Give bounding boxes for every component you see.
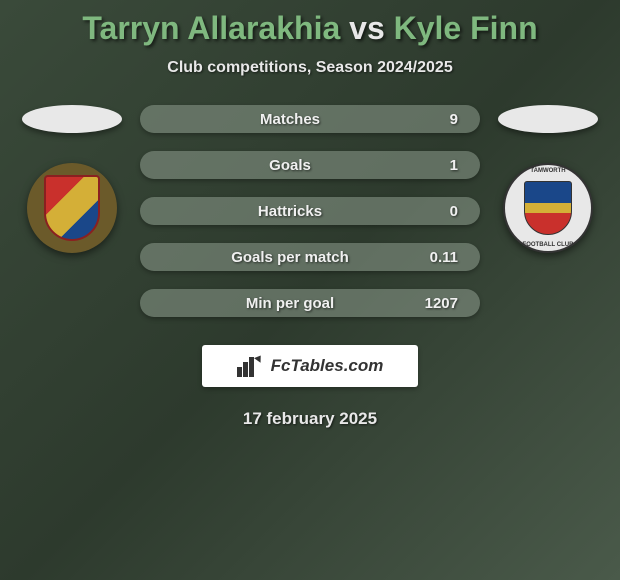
- club-badge-left: [27, 163, 117, 253]
- vs-text: vs: [349, 10, 385, 46]
- stat-value: 1: [418, 157, 458, 174]
- stat-value: 1207: [418, 295, 458, 312]
- stat-value: 0: [418, 203, 458, 220]
- player2-avatar: [498, 105, 598, 133]
- left-column: [22, 105, 122, 253]
- stat-row-goals: Goals 1: [140, 151, 480, 179]
- stat-row-hattricks: Hattricks 0: [140, 197, 480, 225]
- main-container: Tarryn Allarakhia vs Kyle Finn Club comp…: [0, 0, 620, 429]
- player1-name: Tarryn Allarakhia: [82, 10, 340, 46]
- subtitle: Club competitions, Season 2024/2025: [0, 59, 620, 77]
- club-name-top: TAMWORTH: [505, 168, 591, 174]
- stats-column: Matches 9 Goals 1 Hattricks 0 Goals per …: [140, 105, 480, 317]
- player2-name: Kyle Finn: [394, 10, 538, 46]
- right-column: TAMWORTH FOOTBALL CLUB: [498, 105, 598, 253]
- club-name-bottom: FOOTBALL CLUB: [505, 242, 591, 248]
- shield-icon: [524, 181, 572, 235]
- stat-label: Goals: [162, 157, 418, 174]
- shield-icon: [44, 175, 100, 241]
- page-title: Tarryn Allarakhia vs Kyle Finn: [0, 10, 620, 47]
- club-badge-right: TAMWORTH FOOTBALL CLUB: [503, 163, 593, 253]
- stat-label: Goals per match: [162, 249, 418, 266]
- stat-label: Min per goal: [162, 295, 418, 312]
- stat-row-min-per-goal: Min per goal 1207: [140, 289, 480, 317]
- logo-text: FcTables.com: [271, 356, 384, 376]
- stat-label: Hattricks: [162, 203, 418, 220]
- arrow-icon: [254, 353, 264, 363]
- player1-avatar: [22, 105, 122, 133]
- stats-area: Matches 9 Goals 1 Hattricks 0 Goals per …: [0, 105, 620, 317]
- stat-row-matches: Matches 9: [140, 105, 480, 133]
- date-text: 17 february 2025: [0, 409, 620, 429]
- fctables-logo[interactable]: FcTables.com: [202, 345, 418, 387]
- stat-value: 0.11: [418, 249, 458, 266]
- stat-label: Matches: [162, 111, 418, 128]
- stat-value: 9: [418, 111, 458, 128]
- stat-row-goals-per-match: Goals per match 0.11: [140, 243, 480, 271]
- bar-chart-icon: [237, 355, 265, 377]
